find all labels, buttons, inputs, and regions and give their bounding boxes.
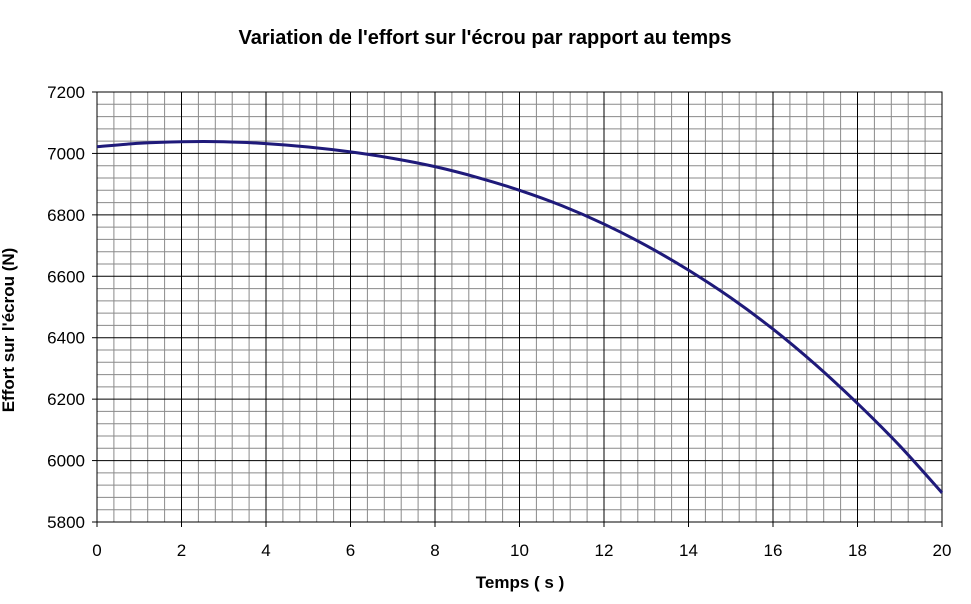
y-tick-label: 6800 xyxy=(47,206,85,225)
y-tick-label: 7200 xyxy=(47,83,85,102)
y-tick-label: 6400 xyxy=(47,329,85,348)
x-tick-label: 14 xyxy=(679,541,698,560)
major-gridlines xyxy=(96,91,943,523)
x-tick-label: 16 xyxy=(764,541,783,560)
series-layer xyxy=(96,140,944,494)
x-tick-label: 0 xyxy=(92,541,101,560)
x-tick-label: 10 xyxy=(510,541,529,560)
x-tick-label: 12 xyxy=(595,541,614,560)
x-axis-ticks: 0 2 4 6 8 10 12 14 16 18 20 xyxy=(92,522,951,560)
x-tick-label: 6 xyxy=(346,541,355,560)
x-axis-label: Temps ( s ) xyxy=(476,573,564,592)
y-tick-label: 7000 xyxy=(47,144,85,163)
y-axis-label: Effort sur l'écrou (N) xyxy=(0,248,18,413)
x-tick-label: 8 xyxy=(430,541,439,560)
y-tick-label: 6000 xyxy=(47,452,85,471)
x-tick-label: 20 xyxy=(933,541,952,560)
x-tick-label: 18 xyxy=(848,541,867,560)
y-tick-label: 5800 xyxy=(47,513,85,532)
x-tick-label: 2 xyxy=(177,541,186,560)
series-line xyxy=(96,140,944,494)
y-tick-label: 6200 xyxy=(47,390,85,409)
y-axis-ticks: 5800 6000 6200 6400 6600 6800 7000 7200 xyxy=(47,83,97,532)
y-tick-label: 6600 xyxy=(47,267,85,286)
chart-title: Variation de l'effort sur l'écrou par ra… xyxy=(239,27,732,49)
x-tick-label: 4 xyxy=(261,541,270,560)
